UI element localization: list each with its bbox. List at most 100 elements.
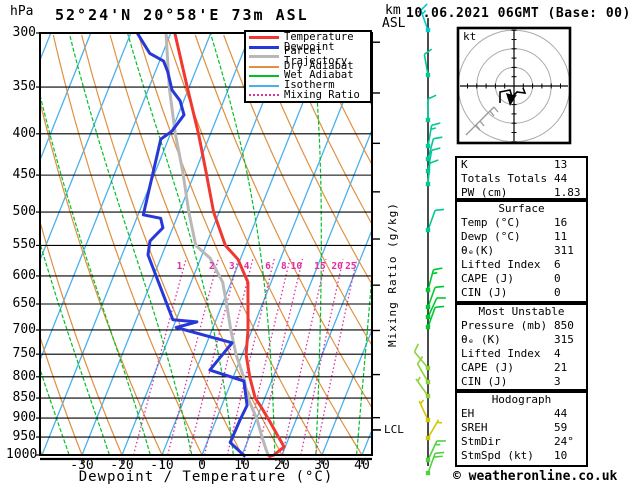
- dry-adiabat-line: [308, 34, 372, 166]
- pressure-tick-label: 700: [12, 321, 36, 337]
- info-section-most-unstable: Most Unstable Pressure (mb) 850 θₑ (K) 315 Li…: [455, 303, 588, 391]
- info-row: EH 44: [457, 407, 586, 421]
- legend-item: Temperature: [249, 32, 370, 43]
- wind-barb: [425, 122, 441, 149]
- pressure-tick-label: 600: [12, 267, 36, 283]
- storm-motion-barb: [465, 120, 481, 136]
- mixing-ratio-value-label: 15: [314, 261, 326, 272]
- mixing-ratio-value-label: 2: [209, 261, 215, 272]
- info-row: StmSpd (kt) 10: [457, 449, 586, 463]
- info-row-value: 4: [554, 347, 561, 360]
- km-axis-label: km: [385, 3, 401, 18]
- legend-box: Temperature Dewpoint Parcel Trajectory Dry …: [244, 30, 372, 103]
- wind-barb: [425, 208, 445, 233]
- legend-sample-line: [249, 36, 279, 40]
- isotherm-line: [40, 33, 92, 162]
- wind-barb: [413, 343, 431, 371]
- info-row-label: Dewp (°C): [461, 230, 521, 243]
- legend-item-label: Isotherm: [284, 78, 335, 91]
- info-row-value: 16: [554, 216, 568, 229]
- wet-adiabat-line: [127, 33, 234, 455]
- info-row-label: StmSpd (kt): [461, 449, 534, 462]
- legend-item: Dry Adiabat: [249, 59, 370, 72]
- legend-item-label: Mixing Ratio: [284, 88, 360, 101]
- info-row-value: 21: [554, 361, 568, 374]
- isotherm-line: [81, 33, 252, 456]
- info-row-label: CIN (J): [461, 375, 508, 388]
- legend-item: Wet Adiabat: [249, 69, 370, 82]
- wind-barb: [425, 297, 446, 320]
- mixing-ratio-value-label: 25: [345, 261, 357, 272]
- info-row-label: θₑ (K): [461, 333, 501, 346]
- info-row-value: 6: [554, 258, 561, 271]
- wind-barb: [425, 159, 439, 187]
- legend-item: Mixing Ratio: [249, 88, 370, 101]
- info-row: PW (cm) 1.83: [457, 186, 586, 200]
- info-row: CAPE (J) 21: [457, 361, 586, 375]
- info-row: StmDir 24°: [457, 435, 586, 449]
- mixing-ratio-line: [203, 258, 254, 456]
- mixing-ratio-axis-label: Mixing Ratio (g/kg): [386, 202, 399, 347]
- info-row-value: 0: [554, 286, 561, 299]
- pressure-tick-label: 500: [12, 204, 36, 220]
- info-row: θₑ (K) 315: [457, 333, 586, 347]
- pressure-tick-label: 850: [12, 390, 36, 406]
- mixing-ratio-line: [281, 258, 327, 456]
- pressure-tick-label: 400: [12, 125, 36, 141]
- legend-item-label: Parcel Trajectory: [284, 45, 348, 67]
- wind-barb: [425, 94, 437, 123]
- pressure-unit-label: hPa: [10, 4, 34, 19]
- pressure-tick-label: 900: [12, 410, 36, 426]
- mixing-ratio-line: [226, 258, 275, 456]
- info-row: CAPE (J) 0: [457, 272, 586, 286]
- mixing-ratio-line: [314, 258, 358, 456]
- wind-barb-column: [413, 3, 446, 476]
- mixing-ratio-line: [256, 258, 304, 456]
- legend-item-label: Wet Adiabat: [284, 69, 354, 82]
- info-row-label: EH: [461, 407, 475, 420]
- info-row-value: 24°: [554, 435, 574, 448]
- wet-adiabat-line: [310, 33, 322, 455]
- mixing-ratio-line: [132, 258, 187, 456]
- hodograph-unit-label: kt: [463, 30, 477, 43]
- info-row-label: StmDir: [461, 435, 501, 448]
- pressure-tick-label: 800: [12, 368, 36, 384]
- pressure-tick-label: 550: [12, 237, 36, 253]
- legend-item-label: Dewpoint: [284, 40, 335, 53]
- mixing-ratio-value-label: 20: [331, 261, 343, 272]
- info-row-value: 10: [554, 449, 568, 462]
- wind-barb: [425, 419, 443, 441]
- wind-barb: [425, 267, 443, 293]
- wind-barb: [416, 355, 431, 385]
- mixing-ratio-value-label: 6: [265, 261, 271, 272]
- temperature-tick-label: 20: [274, 458, 290, 473]
- info-row-label: Lifted Index: [461, 347, 541, 360]
- wet-adiabat-line: [40, 367, 70, 455]
- temperature-tick-label: -30: [70, 458, 94, 473]
- legend-item: Dewpoint: [249, 40, 370, 53]
- isotherm-line: [41, 33, 212, 456]
- info-row-value: 3: [554, 375, 561, 388]
- info-row: Totals Totals 44: [457, 172, 586, 186]
- legend-item-label: Dry Adiabat: [284, 59, 354, 72]
- wind-barb: [418, 399, 431, 423]
- asl-axis-label: ASL: [382, 16, 406, 31]
- info-row: θₑ(K) 311: [457, 244, 586, 258]
- x-axis-caption: Dewpoint / Temperature (°C): [78, 469, 334, 485]
- wind-barb: [425, 285, 445, 310]
- info-row-label: PW (cm): [461, 186, 508, 199]
- wind-barb: [415, 376, 431, 399]
- wet-adiabat-line: [40, 92, 151, 455]
- info-row: CIN (J) 3: [457, 375, 586, 389]
- info-row: Pressure (mb) 850: [457, 319, 586, 333]
- lcl-label: LCL: [384, 423, 404, 436]
- mixing-ratio-value-label: 4: [243, 261, 250, 272]
- info-row-value: 44: [554, 407, 568, 420]
- wind-barb: [423, 48, 433, 78]
- info-row-value: 1.83: [554, 186, 581, 199]
- info-section-header: Surface: [498, 202, 545, 215]
- legend-item: Isotherm: [249, 78, 370, 91]
- info-row: SREH 59: [457, 421, 586, 435]
